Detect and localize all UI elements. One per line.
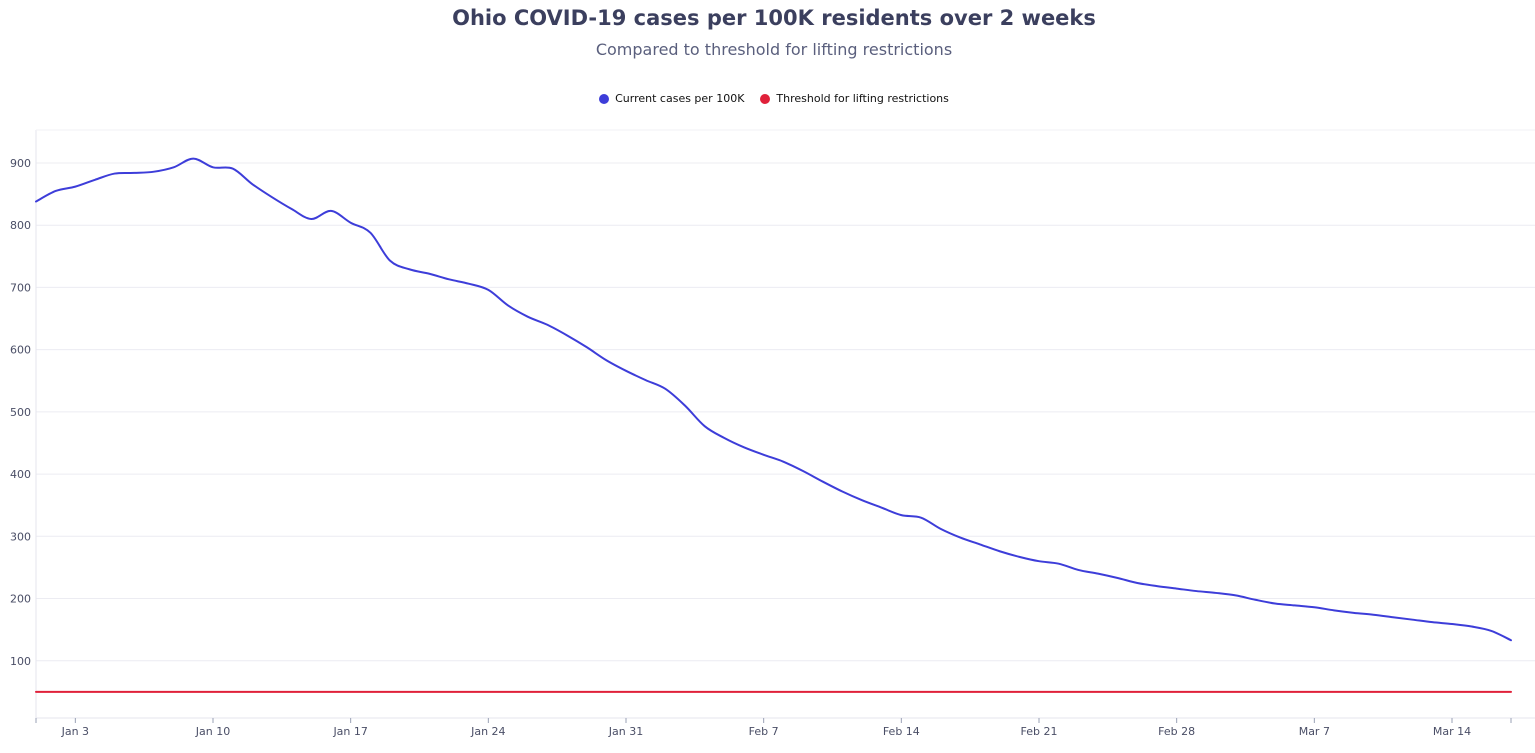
x-tick-label-2: Jan 17 <box>332 725 367 738</box>
legend: Current cases per 100K Threshold for lif… <box>0 92 1535 105</box>
x-tick-label-3: Jan 24 <box>470 725 505 738</box>
x-tick-label-5: Feb 7 <box>749 725 779 738</box>
x-tick-label-10: Mar 14 <box>1433 725 1471 738</box>
x-tick-label-0: Jan 3 <box>61 725 89 738</box>
y-tick-label-600: 600 <box>10 344 31 357</box>
legend-item-cases[interactable]: Current cases per 100K <box>599 92 744 105</box>
y-tick-label-500: 500 <box>10 406 31 419</box>
x-tick-label-1: Jan 10 <box>195 725 230 738</box>
x-tick-label-8: Feb 28 <box>1158 725 1195 738</box>
y-tick-label-900: 900 <box>10 157 31 170</box>
x-tick-label-7: Feb 21 <box>1021 725 1058 738</box>
y-tick-label-100: 100 <box>10 655 31 668</box>
y-tick-label-200: 200 <box>10 593 31 606</box>
y-tick-label-400: 400 <box>10 468 31 481</box>
legend-label-threshold: Threshold for lifting restrictions <box>776 92 949 105</box>
x-tick-label-9: Mar 7 <box>1299 725 1330 738</box>
y-tick-label-800: 800 <box>10 219 31 232</box>
chart-title: Ohio COVID-19 cases per 100K residents o… <box>452 6 1096 30</box>
series-line-current-cases[interactable] <box>35 157 1512 642</box>
legend-marker-threshold <box>760 93 771 104</box>
legend-item-threshold[interactable]: Threshold for lifting restrictions <box>760 92 949 105</box>
chart-subtitle: Compared to threshold for lifting restri… <box>595 40 953 59</box>
legend-label-cases: Current cases per 100K <box>615 92 745 105</box>
y-tick-label-700: 700 <box>10 281 31 294</box>
x-tick-label-6: Feb 14 <box>883 725 920 738</box>
x-tick-label-4: Jan 31 <box>608 725 643 738</box>
legend-marker-cases <box>599 93 610 104</box>
y-tick-label-300: 300 <box>10 530 31 543</box>
